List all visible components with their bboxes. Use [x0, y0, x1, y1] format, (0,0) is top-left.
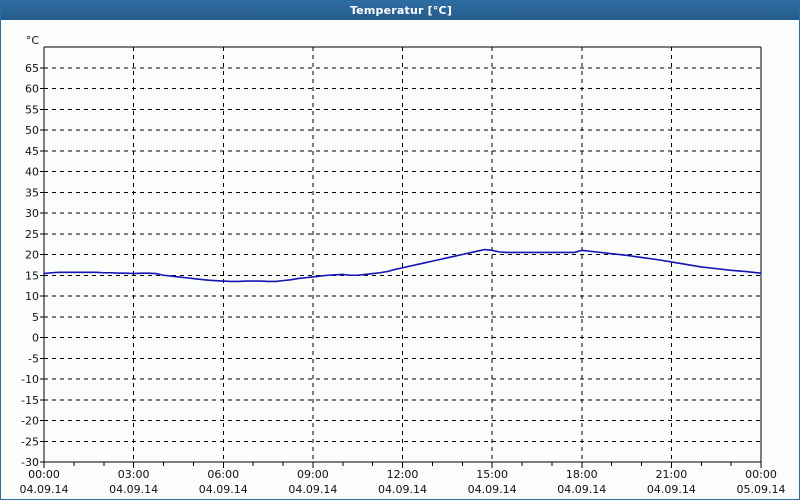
window-title: Temperatur [°C]	[349, 4, 453, 17]
window-titlebar: Temperatur [°C]	[1, 1, 799, 20]
y-tick-label: -5	[28, 352, 39, 365]
x-tick-date-label: 05.09.14	[737, 483, 786, 496]
x-tick-time-label: 12:00	[387, 468, 419, 481]
y-tick-label: -15	[21, 394, 39, 407]
x-tick-time-label: 00:00	[28, 468, 60, 481]
x-tick-time-label: 09:00	[297, 468, 329, 481]
x-tick-time-label: 03:00	[118, 468, 150, 481]
temperature-series-path	[43, 248, 762, 283]
y-tick-label: 10	[25, 290, 39, 303]
grid-layer	[44, 47, 761, 462]
y-tick-label: -10	[21, 373, 39, 386]
x-tick-date-label: 04.09.14	[109, 483, 158, 496]
series-temperatur-line	[43, 248, 762, 283]
y-tick-label: 20	[25, 249, 39, 262]
temperature-line-chart: 65605550454035302520151050-5-10-15-20-25…	[20, 34, 786, 496]
y-tick-label: 45	[25, 145, 39, 158]
x-tick-date-label: 04.09.14	[378, 483, 427, 496]
x-tick-time-label: 15:00	[476, 468, 508, 481]
y-tick-label: 50	[25, 124, 39, 137]
x-tick-time-label: 00:00	[745, 468, 777, 481]
y-axis-unit-label: °C	[26, 34, 40, 47]
y-axis-labels: 65605550454035302520151050-5-10-15-20-25…	[21, 34, 39, 469]
x-tick-date-label: 04.09.14	[288, 483, 337, 496]
chart-canvas: 65 60 55 50 45 40 35 30 25 20 15 10 5 0 -5 -10 -15 -20 -25…	[1, 20, 799, 499]
x-tick-time-label: 21:00	[656, 468, 688, 481]
x-tick-time-label: 18:00	[566, 468, 598, 481]
y-tick-label: 55	[25, 103, 39, 116]
x-tick-date-label: 04.09.14	[20, 483, 69, 496]
y-tick-label: 15	[25, 269, 39, 282]
x-axis-labels: 00:00 04.09.14 03:00 04.09.14 06:00 04.09.14 0…	[20, 468, 786, 496]
x-tick-date-label: 04.09.14	[557, 483, 606, 496]
y-tick-label: -30	[21, 456, 39, 469]
x-tick-date-label: 04.09.14	[199, 483, 248, 496]
y-tick-label: 65	[25, 62, 39, 75]
y-tick-label: -20	[21, 415, 39, 428]
y-tick-label: 25	[25, 228, 39, 241]
y-tick-label: 40	[25, 166, 39, 179]
y-tick-label: 0	[32, 332, 39, 345]
x-tick-time-label: 06:00	[207, 468, 239, 481]
y-tick-label: -25	[21, 435, 39, 448]
y-tick-label: 60	[25, 83, 39, 96]
y-tick-label: 30	[25, 207, 39, 220]
y-tick-label: 5	[32, 311, 39, 324]
tick-marks-layer	[40, 67, 762, 468]
x-tick-date-label: 04.09.14	[647, 483, 696, 496]
y-tick-label: 35	[25, 186, 39, 199]
x-tick-date-label: 04.09.14	[468, 483, 517, 496]
